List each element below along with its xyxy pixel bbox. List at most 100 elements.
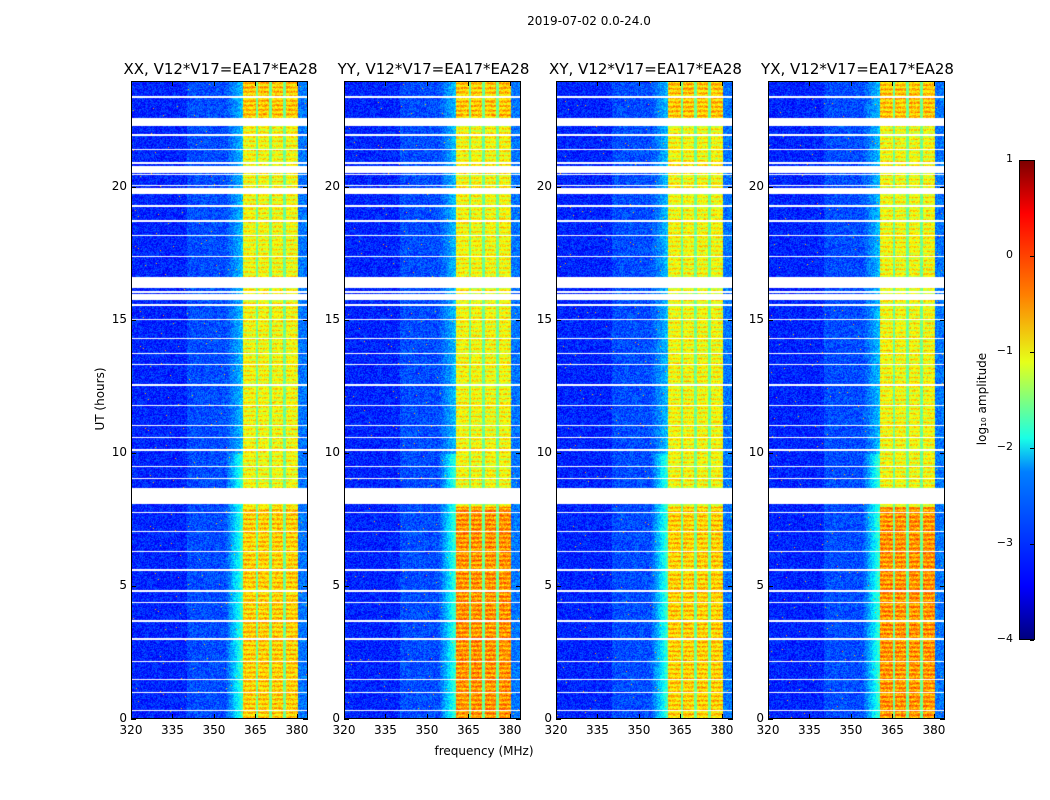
y-tick-label: 15 [748, 312, 764, 327]
x-tick [768, 81, 769, 86]
y-tick [344, 453, 349, 455]
x-tick [296, 714, 298, 719]
y-tick-label: 15 [536, 312, 552, 327]
colorbar-tick [1030, 544, 1034, 545]
x-tick [509, 714, 511, 719]
y-tick-label: 15 [111, 312, 127, 327]
x-tick-label: 335 [161, 723, 184, 737]
y-tick [556, 187, 561, 189]
y-tick [728, 586, 733, 588]
y-tick-label: 20 [324, 179, 340, 194]
x-tick [509, 81, 511, 86]
x-tick [850, 714, 852, 719]
x-tick-label: 380 [922, 723, 946, 737]
x-tick [638, 81, 640, 86]
x-tick [809, 714, 811, 719]
x-tick-label: 335 [374, 723, 397, 737]
y-tick [344, 320, 349, 322]
y-tick [556, 586, 561, 588]
x-tick [768, 714, 769, 719]
y-tick-label: 0 [332, 711, 340, 725]
heatmap-image [769, 82, 944, 718]
colorbar-tick [1030, 448, 1034, 449]
y-tick [940, 187, 945, 189]
y-tick [516, 719, 521, 720]
y-tick [556, 453, 561, 455]
x-tick [721, 81, 723, 86]
x-tick [172, 81, 174, 86]
x-tick-label: 350 [627, 723, 651, 737]
y-axis-label: UT (hours) [93, 367, 107, 431]
spectrogram-panel-4: YX, V12*V17=EA17*EA28 [761, 60, 954, 719]
y-tick [131, 453, 136, 455]
heatmap-image [557, 82, 732, 718]
x-tick [385, 81, 387, 86]
x-tick [680, 81, 682, 86]
y-tick-label: 0 [756, 711, 764, 725]
x-tick-label: 365 [244, 723, 267, 737]
y-tick-label: 20 [748, 179, 764, 194]
x-tick [680, 714, 682, 719]
y-tick [303, 453, 308, 455]
colorbar-tick [1030, 640, 1034, 641]
x-tick-label: 320 [119, 723, 143, 737]
y-tick [131, 586, 136, 588]
y-tick [556, 320, 561, 322]
x-tick [255, 714, 257, 719]
y-tick-label: 10 [536, 445, 552, 460]
y-tick-label: 15 [324, 312, 340, 327]
y-tick-label: 5 [119, 578, 127, 593]
y-tick-label: 0 [544, 711, 552, 725]
x-tick [597, 81, 599, 86]
panel-title: YY, V12*V17=EA17*EA28 [337, 60, 530, 78]
x-tick [933, 714, 935, 719]
colorbar-tick-label: 1 [1006, 152, 1013, 165]
y-tick [728, 187, 733, 189]
spectrogram-panel-3: XY, V12*V17=EA17*EA28 [549, 60, 742, 719]
x-axis-label: frequency (MHz) [434, 744, 534, 758]
panel-title: XY, V12*V17=EA17*EA28 [549, 60, 742, 78]
figure-title: 2019-07-02 0.0-24.0 [527, 14, 651, 28]
y-tick [768, 586, 773, 588]
x-tick-label: 380 [285, 723, 309, 737]
y-tick [768, 187, 773, 189]
x-tick [597, 714, 599, 719]
x-tick-label: 350 [415, 723, 439, 737]
x-tick-label: 365 [669, 723, 692, 737]
x-tick [385, 714, 387, 719]
x-tick-label: 365 [457, 723, 480, 737]
x-tick [892, 81, 894, 86]
y-tick [940, 586, 945, 588]
x-tick [721, 714, 723, 719]
x-tick [892, 714, 894, 719]
colorbar-tick-label: −4 [996, 632, 1013, 645]
y-tick [940, 320, 945, 322]
x-tick [213, 714, 215, 719]
x-tick-label: 380 [710, 723, 734, 737]
y-tick [516, 586, 521, 588]
panel-title: YX, V12*V17=EA17*EA28 [761, 60, 954, 78]
y-tick [768, 719, 773, 720]
x-tick [556, 81, 557, 86]
colorbar-tick-label: 0 [1006, 248, 1013, 261]
heatmap-image [132, 82, 307, 718]
y-tick [768, 320, 773, 322]
y-tick-label: 0 [119, 711, 127, 725]
colorbar-tick-label: −3 [996, 536, 1013, 549]
x-tick-label: 350 [839, 723, 863, 737]
x-tick [255, 81, 257, 86]
y-tick [516, 187, 521, 189]
x-tick [344, 714, 345, 719]
y-tick-label: 5 [332, 578, 340, 593]
x-tick-label: 380 [498, 723, 522, 737]
colorbar-tick [1030, 256, 1034, 257]
y-tick-label: 10 [748, 445, 764, 460]
y-tick [768, 453, 773, 455]
panel-title: XX, V12*V17=EA17*EA28 [123, 60, 318, 78]
y-tick [131, 320, 136, 322]
y-tick [940, 719, 945, 720]
x-tick [172, 714, 174, 719]
spectrogram-panel-1: XX, V12*V17=EA17*EA28 [123, 60, 318, 719]
colorbar-tick [1030, 352, 1034, 353]
x-tick [213, 81, 215, 86]
